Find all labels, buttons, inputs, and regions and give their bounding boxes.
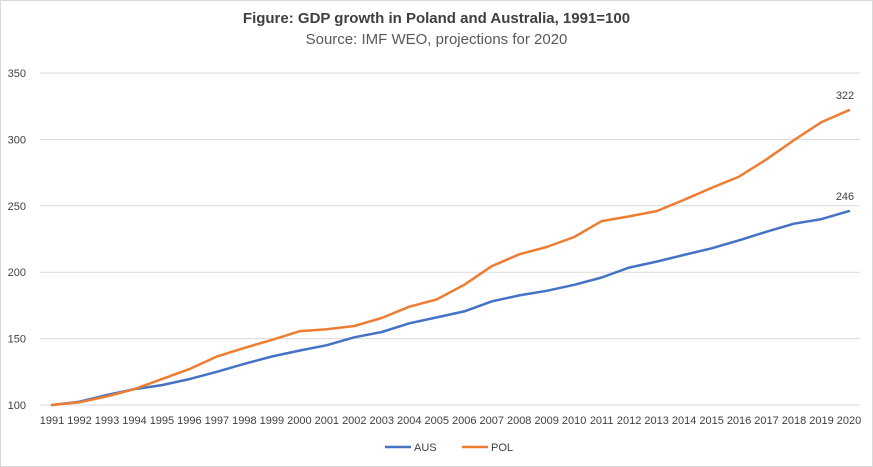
data-label-aus: 246 bbox=[836, 191, 854, 203]
x-tick-label: 2005 bbox=[425, 415, 449, 427]
legend-label-pol: POL bbox=[491, 442, 513, 454]
x-tick-label: 2003 bbox=[370, 415, 394, 427]
legend-label-aus: AUS bbox=[414, 442, 437, 454]
y-tick-label: 300 bbox=[8, 134, 26, 146]
x-tick-label: 1992 bbox=[67, 415, 91, 427]
data-label-pol: 322 bbox=[836, 90, 854, 102]
x-tick-label: 2004 bbox=[397, 415, 421, 427]
chart-title: Figure: GDP growth in Poland and Austral… bbox=[242, 10, 631, 27]
x-tick-label: 2012 bbox=[617, 415, 641, 427]
x-tick-label: 2016 bbox=[727, 415, 751, 427]
y-tick-label: 150 bbox=[8, 334, 26, 346]
x-tick-label: 1997 bbox=[205, 415, 229, 427]
x-tick-label: 2013 bbox=[644, 415, 668, 427]
x-tick-label: 2000 bbox=[287, 415, 311, 427]
x-tick-label: 2019 bbox=[809, 415, 833, 427]
x-tick-label: 2010 bbox=[562, 415, 586, 427]
x-tick-label: 2018 bbox=[782, 415, 806, 427]
x-tick-label: 1994 bbox=[122, 415, 146, 427]
chart-subtitle: Source: IMF WEO, projections for 2020 bbox=[305, 31, 568, 48]
x-tick-label: 1999 bbox=[260, 415, 284, 427]
y-tick-label: 250 bbox=[8, 201, 26, 213]
gridlines bbox=[40, 72, 860, 406]
x-tick-label: 1993 bbox=[95, 415, 119, 427]
x-tick-label: 2014 bbox=[672, 415, 696, 427]
x-tick-label: 2009 bbox=[534, 415, 558, 427]
x-tick-label: 2001 bbox=[315, 415, 339, 427]
x-tick-label: 2007 bbox=[479, 415, 503, 427]
x-tick-label: 2002 bbox=[342, 415, 366, 427]
series-line-pol bbox=[50, 108, 851, 407]
x-tick-label: 2017 bbox=[754, 415, 778, 427]
x-tick-label: 1991 bbox=[40, 415, 64, 427]
data-labels: 246 322 bbox=[836, 90, 854, 203]
x-tick-label: 1998 bbox=[232, 415, 256, 427]
series-lines bbox=[50, 108, 851, 407]
x-tick-label: 2008 bbox=[507, 415, 531, 427]
y-tick-label: 350 bbox=[8, 68, 26, 80]
x-tick-label: 1995 bbox=[150, 415, 174, 427]
x-axis: 1991 1992 1993 1994 1995 1996 1997 1998 1999 2000… bbox=[40, 415, 861, 427]
x-tick-label: 2015 bbox=[699, 415, 723, 427]
series-line-aus bbox=[50, 209, 851, 407]
x-tick-label: 2011 bbox=[590, 415, 614, 427]
y-tick-label: 100 bbox=[8, 400, 26, 412]
y-tick-label: 200 bbox=[8, 267, 26, 279]
x-tick-label: 1996 bbox=[177, 415, 201, 427]
x-tick-label: 2006 bbox=[452, 415, 476, 427]
legend: AUS POL bbox=[385, 442, 513, 454]
y-axis: 100 150 200 250 300 350 bbox=[8, 68, 26, 412]
x-tick-label: 2020 bbox=[837, 415, 861, 427]
